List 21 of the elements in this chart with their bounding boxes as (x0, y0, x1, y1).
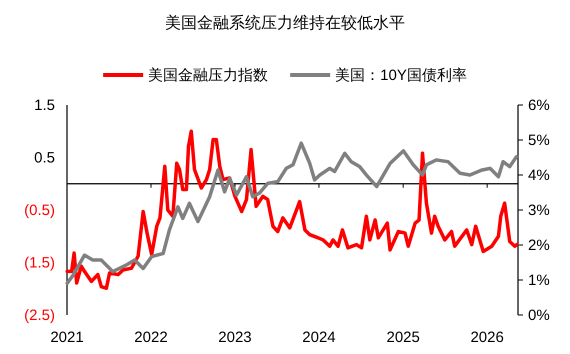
legend-label: 美国：10Y国债利率 (335, 67, 467, 84)
x-tick-label: 2023 (218, 329, 252, 346)
legend-label: 美国金融压力指数 (148, 67, 268, 84)
x-tick-label: 2025 (386, 329, 420, 346)
y2-tick-label: 6% (528, 97, 550, 114)
x-tick-label: 2024 (302, 329, 336, 346)
y-tick-label: 1.5 (34, 97, 55, 114)
y2-tick-label: 5% (528, 132, 550, 149)
y-tick-label: (1.5) (24, 254, 56, 272)
y-tick-label: 0.5 (34, 150, 55, 166)
y-tick-label: (0.5) (24, 202, 56, 219)
y2-tick-label: 0% (528, 307, 550, 324)
y2-tick-label: 1% (528, 272, 550, 289)
y-tick-label: (2.5) (24, 307, 56, 324)
x-tick-label: 2022 (134, 329, 168, 346)
x-tick-label: 2021 (50, 329, 84, 346)
chart-title: 美国金融系统压力维持在较低水平 (165, 14, 405, 32)
y2-tick-label: 3% (528, 202, 550, 219)
x-tick-label: 2026 (470, 329, 504, 346)
y2-tick-label: 2% (528, 237, 550, 254)
y2-tick-label: 4% (528, 167, 550, 184)
